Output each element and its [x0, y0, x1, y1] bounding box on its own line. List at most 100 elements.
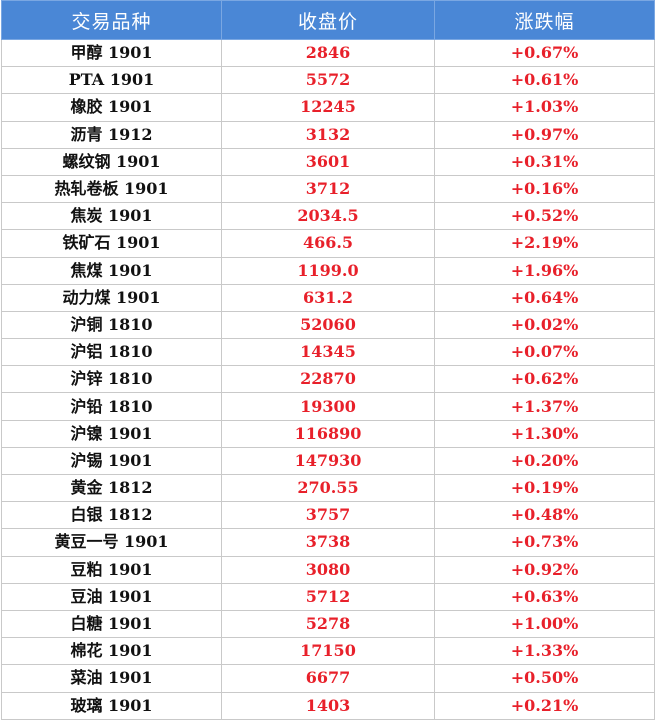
close-price-cell: 17150 [221, 637, 435, 666]
instrument-cell: 焦煤 1901 [1, 256, 222, 285]
close-price-cell: 12245 [221, 93, 435, 122]
close-price-cell: 5712 [221, 582, 435, 611]
change-pct-cell: +1.37% [434, 392, 655, 421]
close-price-cell: 3601 [221, 147, 435, 176]
change-pct-cell: +0.63% [434, 582, 655, 611]
change-pct-cell: +0.97% [434, 120, 655, 149]
close-price-cell: 3738 [221, 528, 435, 557]
close-price-cell: 52060 [221, 310, 435, 340]
table-row: 热轧卷板 1901 3712 +0.16% [1, 174, 655, 204]
table-row: 沪铝 1810 14345 +0.07% [1, 338, 655, 367]
instrument-cell: PTA 1901 [1, 66, 222, 95]
table-row: 焦炭 1901 2034.5 +0.52% [1, 202, 655, 231]
table-row: 沥青 1912 3132 +0.97% [1, 120, 655, 149]
header-change-pct: 涨跌幅 [434, 0, 655, 40]
instrument-cell: 玻璃 1901 [1, 691, 222, 720]
change-pct-cell: +2.19% [434, 229, 655, 258]
header-row: 交易品种 收盘价 涨跌幅 [1, 0, 655, 40]
change-pct-cell: +0.62% [434, 365, 655, 394]
close-price-cell: 5572 [221, 66, 435, 95]
instrument-cell: 热轧卷板 1901 [1, 174, 222, 204]
instrument-cell: 白银 1812 [1, 501, 222, 530]
change-pct-cell: +0.73% [434, 528, 655, 557]
header-instrument: 交易品种 [1, 0, 222, 40]
change-pct-cell: +0.52% [434, 202, 655, 231]
close-price-cell: 1199.0 [221, 256, 435, 285]
instrument-cell: 沪铅 1810 [1, 392, 222, 421]
close-price-cell: 270.55 [221, 473, 435, 503]
table-row: 沪锌 1810 22870 +0.62% [1, 365, 655, 394]
table-row: 甲醇 1901 2846 +0.67% [1, 38, 655, 68]
change-pct-cell: +0.21% [434, 691, 655, 720]
instrument-cell: 螺纹钢 1901 [1, 147, 222, 176]
close-price-cell: 466.5 [221, 229, 435, 258]
change-pct-cell: +0.20% [434, 446, 655, 476]
instrument-cell: 焦炭 1901 [1, 202, 222, 231]
change-pct-cell: +1.33% [434, 637, 655, 666]
instrument-cell: 沥青 1912 [1, 120, 222, 149]
change-pct-cell: +0.31% [434, 147, 655, 176]
change-pct-cell: +0.61% [434, 66, 655, 95]
change-pct-cell: +0.67% [434, 38, 655, 68]
change-pct-cell: +0.19% [434, 473, 655, 503]
change-pct-cell: +0.16% [434, 174, 655, 204]
close-price-cell: 3080 [221, 555, 435, 584]
table-row: 白银 1812 3757 +0.48% [1, 501, 655, 530]
instrument-cell: 动力煤 1901 [1, 283, 222, 312]
table-row: 黄金 1812 270.55 +0.19% [1, 473, 655, 503]
table-row: 动力煤 1901 631.2 +0.64% [1, 283, 655, 312]
table-row: 铁矿石 1901 466.5 +2.19% [1, 229, 655, 258]
table-row: PTA 1901 5572 +0.61% [1, 66, 655, 95]
table-row: 黄豆一号 1901 3738 +0.73% [1, 528, 655, 557]
change-pct-cell: +0.92% [434, 555, 655, 584]
table-row: 螺纹钢 1901 3601 +0.31% [1, 147, 655, 176]
instrument-cell: 黄金 1812 [1, 473, 222, 503]
instrument-cell: 菜油 1901 [1, 664, 222, 693]
close-price-cell: 147930 [221, 446, 435, 476]
table-row: 白糖 1901 5278 +1.00% [1, 609, 655, 639]
table-row: 玻璃 1901 1403 +0.21% [1, 691, 655, 720]
change-pct-cell: +1.96% [434, 256, 655, 285]
table-row: 沪镍 1901 116890 +1.30% [1, 419, 655, 448]
instrument-cell: 甲醇 1901 [1, 38, 222, 68]
instrument-cell: 白糖 1901 [1, 609, 222, 639]
table-row: 棉花 1901 17150 +1.33% [1, 637, 655, 666]
close-price-cell: 1403 [221, 691, 435, 720]
table-row: 橡胶 1901 12245 +1.03% [1, 93, 655, 122]
change-pct-cell: +0.50% [434, 664, 655, 693]
change-pct-cell: +0.48% [434, 501, 655, 530]
table-row: 豆油 1901 5712 +0.63% [1, 582, 655, 611]
instrument-cell: 豆粕 1901 [1, 555, 222, 584]
instrument-cell: 黄豆一号 1901 [1, 528, 222, 557]
instrument-cell: 沪铜 1810 [1, 310, 222, 340]
close-price-cell: 19300 [221, 392, 435, 421]
close-price-cell: 5278 [221, 609, 435, 639]
close-price-cell: 116890 [221, 419, 435, 448]
change-pct-cell: +1.03% [434, 93, 655, 122]
close-price-cell: 2846 [221, 38, 435, 68]
instrument-cell: 沪铝 1810 [1, 338, 222, 367]
header-close-price: 收盘价 [221, 0, 435, 40]
close-price-cell: 631.2 [221, 283, 435, 312]
instrument-cell: 沪锌 1810 [1, 365, 222, 394]
close-price-cell: 3757 [221, 501, 435, 530]
change-pct-cell: +0.64% [434, 283, 655, 312]
change-pct-cell: +1.30% [434, 419, 655, 448]
table-row: 沪锡 1901 147930 +0.20% [1, 446, 655, 476]
instrument-cell: 铁矿石 1901 [1, 229, 222, 258]
close-price-cell: 22870 [221, 365, 435, 394]
instrument-cell: 豆油 1901 [1, 582, 222, 611]
table-row: 豆粕 1901 3080 +0.92% [1, 555, 655, 584]
close-price-cell: 3712 [221, 174, 435, 204]
change-pct-cell: +1.00% [434, 609, 655, 639]
instrument-cell: 沪镍 1901 [1, 419, 222, 448]
table-row: 焦煤 1901 1199.0 +1.96% [1, 256, 655, 285]
change-pct-cell: +0.07% [434, 338, 655, 367]
instrument-cell: 棉花 1901 [1, 637, 222, 666]
close-price-cell: 3132 [221, 120, 435, 149]
table-row: 沪铜 1810 52060 +0.02% [1, 310, 655, 340]
table-row: 菜油 1901 6677 +0.50% [1, 664, 655, 693]
close-price-cell: 6677 [221, 664, 435, 693]
